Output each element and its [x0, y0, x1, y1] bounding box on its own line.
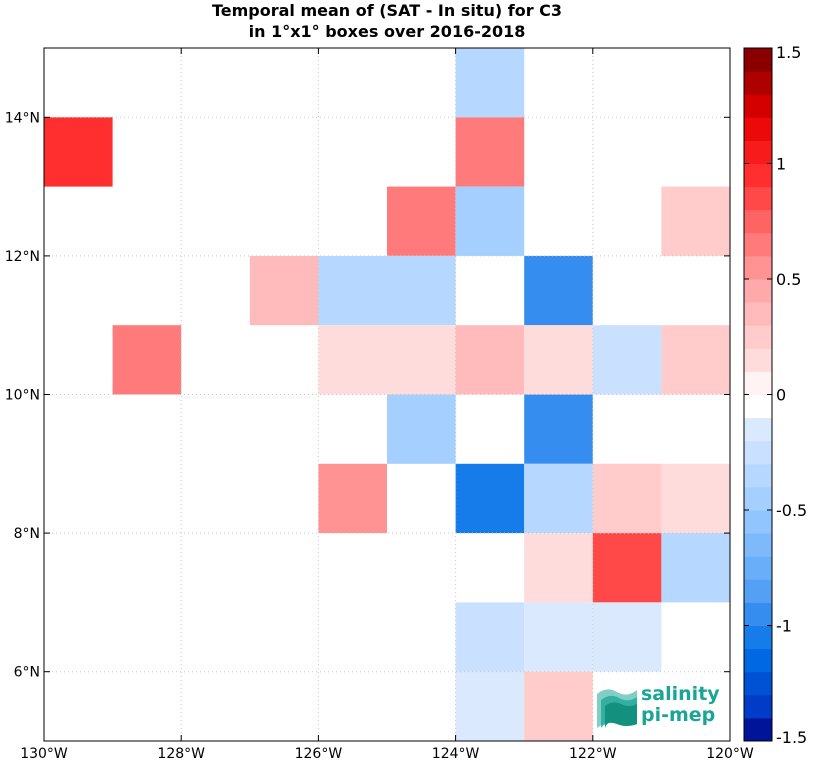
colorbar-segment [744, 302, 772, 326]
colorbar-segment [744, 694, 772, 719]
colorbar-segment [744, 48, 772, 72]
heatmap-cell [318, 255, 387, 326]
heatmap-cell [524, 255, 593, 326]
colorbar-segment [744, 94, 772, 118]
heatmap-cell [592, 463, 662, 534]
colorbar-segment [744, 186, 772, 211]
map-title: Temporal mean of (SAT - In situ) for C3 … [44, 0, 730, 42]
heatmap-cell [387, 325, 456, 395]
colorbar-segment [744, 556, 772, 580]
heatmap-cell [112, 325, 182, 395]
heatmap-cell [455, 117, 525, 187]
x-tick-label: 126°W [295, 746, 343, 762]
colorbar-tick-label: 0.5 [776, 270, 801, 289]
colorbar-segment [744, 209, 772, 234]
colorbar-segment [744, 671, 772, 696]
x-tick-label: 128°W [157, 746, 205, 762]
colorbar-tick-label: 0 [776, 386, 786, 405]
heatmap-cell [249, 255, 319, 326]
heatmap-cell [455, 325, 525, 395]
colorbar-segment [744, 486, 772, 511]
heatmap-cell [387, 255, 456, 326]
colorbar-segment [744, 71, 772, 95]
colorbar-segment [744, 279, 772, 303]
y-tick-label: 12°N [5, 249, 40, 265]
heatmap-cell [524, 533, 593, 603]
axis-ticks [43, 48, 731, 741]
y-tick-label: 8°N [14, 526, 40, 542]
colorbar-tick-label: -0.5 [776, 501, 807, 520]
title-line-2: in 1°x1° boxes over 2016-2018 [248, 22, 526, 41]
colorbar-segment [744, 440, 772, 465]
y-tick-label: 10°N [5, 388, 40, 404]
x-tick-label: 120°W [706, 746, 754, 762]
heatmap-cell [524, 463, 593, 534]
x-tick-label: 124°W [432, 746, 480, 762]
x-tick-label: 122°W [569, 746, 617, 762]
colorbar-tick-label: -1 [776, 617, 792, 636]
heatmap-cell [524, 325, 593, 395]
colorbar-segment [744, 140, 772, 164]
colorbar-segment [744, 325, 772, 349]
heatmap-cell [661, 186, 730, 256]
colorbar-segment [744, 255, 772, 280]
colorbar-segment [744, 602, 772, 626]
colorbar-segment [744, 533, 772, 557]
heatmap-cell [661, 463, 730, 534]
axis-tick-labels: 130°W 128°W 126°W 124°W 122°W 120°W 6°N 8°N 10°N… [5, 110, 754, 762]
y-tick-label: 14°N [5, 110, 40, 126]
colorbar-tick-label: 1 [776, 155, 786, 174]
colorbar-tick-label: -1.5 [776, 728, 807, 747]
colorbar-segment [744, 348, 772, 372]
heatmap-cell [524, 602, 593, 672]
heatmap-cell [318, 325, 387, 395]
colorbar-segment [744, 117, 772, 141]
colorbar-tick-label: 1.5 [776, 43, 801, 62]
colorbar-segment [744, 717, 772, 742]
colorbar-segment [744, 625, 772, 650]
x-tick-label: 130°W [20, 746, 68, 762]
heatmap-cell [661, 533, 730, 603]
heatmap-cell [524, 394, 593, 464]
colorbar-segment [744, 463, 772, 488]
colorbar: 1.5 1 0.5 0 -0.5 -1 -1.5 [743, 43, 807, 747]
heatmap-cell [592, 533, 662, 603]
y-tick-label: 6°N [14, 665, 40, 681]
title-line-1: Temporal mean of (SAT - In situ) for C3 [211, 1, 563, 20]
heatmap-cell [592, 325, 662, 395]
colorbar-segment [744, 648, 772, 673]
colorbar-segment [744, 510, 772, 534]
heatmap-cell [387, 186, 456, 256]
heatmap-cells [44, 48, 730, 741]
heatmap-cell [661, 325, 730, 395]
heatmap-cell [455, 186, 525, 256]
colorbar-segment [744, 579, 772, 603]
heatmap-cell [387, 394, 456, 464]
heatmap-cell [455, 602, 525, 672]
heatmap-cell [318, 463, 387, 534]
colorbar-segment [744, 232, 772, 257]
heatmap-cell [524, 671, 593, 741]
colorbar-segment [744, 417, 772, 442]
colorbar-segment [744, 394, 772, 419]
colorbar-segment [744, 163, 772, 188]
wave-logo-icon [597, 689, 637, 728]
logo-text-salinity: salinity [641, 683, 720, 705]
heatmap-cell [592, 602, 662, 672]
salinity-pi-mep-logo: salinity pi-mep [595, 684, 725, 734]
heatmap-cell [44, 117, 113, 187]
heatmap-cell [455, 463, 525, 534]
logo-text-pimep: pi-mep [641, 704, 716, 726]
heatmap-cell [455, 48, 525, 118]
heatmap-cell [455, 671, 525, 741]
colorbar-segment [744, 371, 772, 395]
